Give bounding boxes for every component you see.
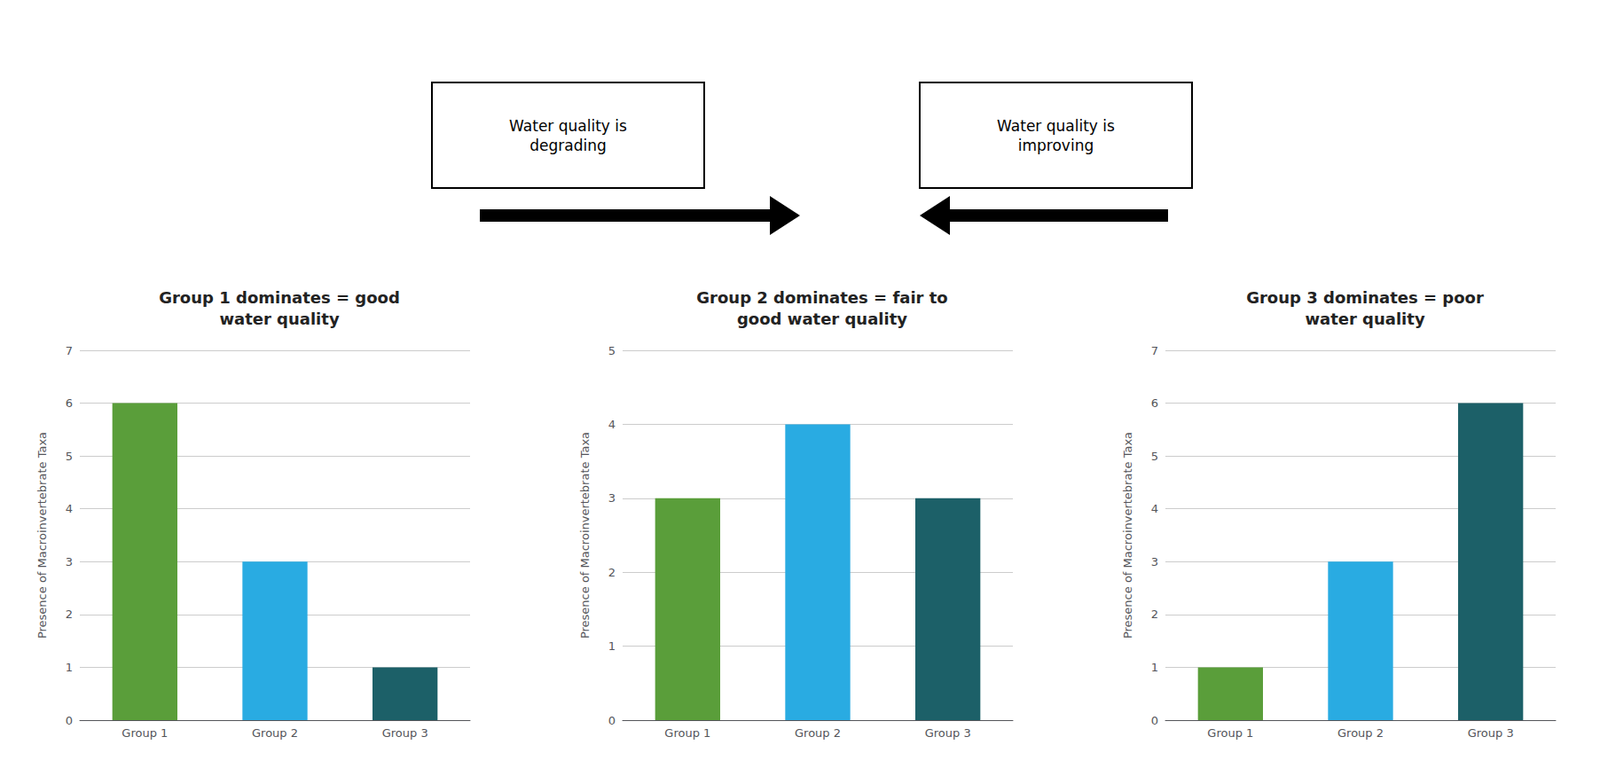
svg-text:6: 6 — [1151, 396, 1159, 410]
svg-text:Water quality is: Water quality is — [509, 117, 628, 135]
svg-text:4: 4 — [608, 417, 616, 432]
svg-text:2: 2 — [1151, 607, 1159, 621]
svg-text:degrading: degrading — [529, 136, 607, 155]
svg-text:Group 2: Group 2 — [1337, 726, 1384, 740]
svg-text:6: 6 — [65, 396, 73, 410]
svg-text:Group 3 dominates = poor: Group 3 dominates = poor — [1246, 288, 1484, 307]
svg-text:Group 3: Group 3 — [1467, 726, 1514, 740]
svg-text:0: 0 — [65, 713, 73, 728]
svg-text:Water quality is: Water quality is — [996, 117, 1115, 135]
svg-text:5: 5 — [65, 449, 73, 463]
svg-text:5: 5 — [1151, 449, 1159, 463]
svg-text:water quality: water quality — [219, 309, 340, 329]
svg-text:Group 2: Group 2 — [251, 726, 299, 740]
svg-text:Group 1 dominates = good: Group 1 dominates = good — [158, 288, 400, 307]
svg-text:good water quality: good water quality — [737, 309, 908, 329]
svg-text:1: 1 — [608, 639, 616, 653]
svg-text:7: 7 — [1151, 344, 1159, 358]
svg-text:Group 1: Group 1 — [1207, 726, 1254, 740]
svg-text:Group 3: Group 3 — [382, 726, 429, 740]
svg-text:improving: improving — [1018, 136, 1094, 155]
svg-text:4: 4 — [65, 501, 73, 516]
svg-text:Presence of Macroinvertebrate: Presence of Macroinvertebrate Taxa — [578, 431, 592, 639]
svg-text:0: 0 — [1151, 713, 1159, 728]
svg-text:Group 2 dominates = fair to: Group 2 dominates = fair to — [696, 288, 948, 307]
svg-text:2: 2 — [65, 607, 73, 621]
svg-text:Presence of Macroinvertebrate: Presence of Macroinvertebrate Taxa — [1121, 431, 1135, 639]
svg-text:5: 5 — [608, 344, 616, 358]
svg-text:1: 1 — [1151, 660, 1159, 675]
svg-text:2: 2 — [608, 565, 616, 580]
svg-text:Group 3: Group 3 — [925, 726, 972, 740]
svg-text:water quality: water quality — [1304, 309, 1426, 329]
svg-text:3: 3 — [65, 555, 73, 569]
svg-text:Group 1: Group 1 — [664, 726, 711, 740]
svg-text:3: 3 — [1151, 555, 1159, 569]
svg-text:4: 4 — [1151, 501, 1159, 516]
svg-text:7: 7 — [65, 344, 73, 358]
svg-text:Group 1: Group 1 — [121, 726, 168, 740]
svg-text:Presence of Macroinvertebrate: Presence of Macroinvertebrate Taxa — [35, 431, 49, 639]
svg-text:Group 2: Group 2 — [794, 726, 841, 740]
svg-text:1: 1 — [65, 660, 73, 675]
svg-text:0: 0 — [608, 713, 616, 728]
svg-text:3: 3 — [608, 491, 616, 505]
